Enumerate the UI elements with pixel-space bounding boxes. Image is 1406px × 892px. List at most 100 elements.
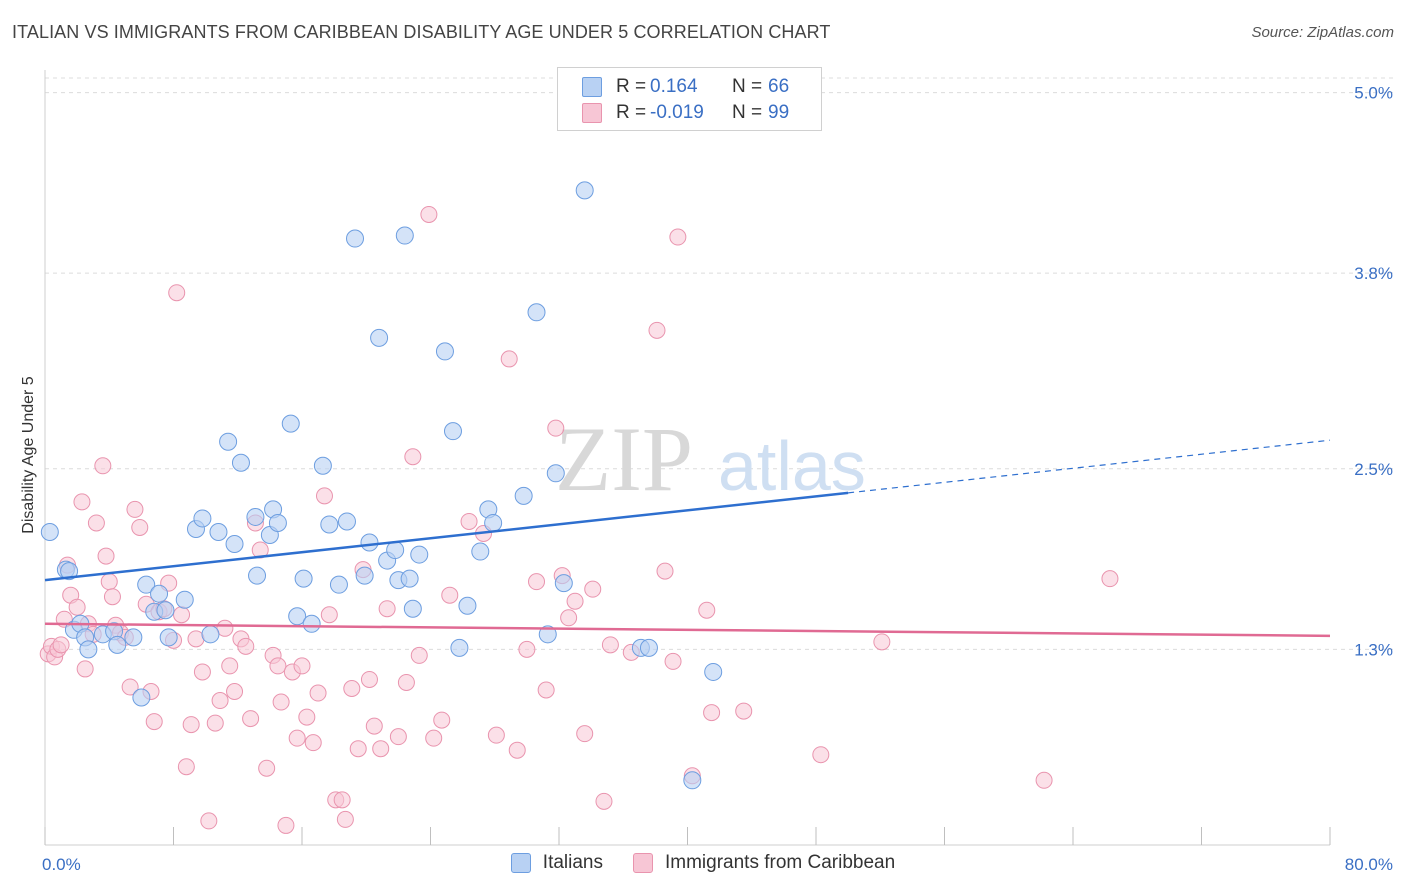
italians-point xyxy=(527,303,546,322)
caribbean-point xyxy=(76,660,94,678)
r-value: 0.164 xyxy=(650,76,698,97)
y-tick-label: 5.0% xyxy=(1354,84,1393,103)
caribbean-point xyxy=(221,657,239,675)
italians-point xyxy=(294,569,313,588)
caribbean-point xyxy=(206,714,224,732)
italians-point xyxy=(395,226,414,245)
italians-point xyxy=(150,584,169,603)
r-label: R = xyxy=(616,76,647,97)
n-label: N = xyxy=(732,76,763,97)
italians-point xyxy=(302,614,321,633)
caribbean-point xyxy=(360,670,378,688)
italians-point xyxy=(320,515,339,534)
caribbean-point xyxy=(669,228,687,246)
italians-point xyxy=(132,688,151,707)
italians-point xyxy=(246,507,265,526)
caribbean-point xyxy=(293,657,311,675)
italians-point xyxy=(281,414,300,433)
italians-point xyxy=(360,533,379,552)
grid-lines xyxy=(45,77,1395,650)
caribbean-point xyxy=(100,573,118,591)
italians-point xyxy=(346,229,365,248)
tick-labels: 1.3% 2.5% 3.8% 5.0% 0.0% 80.0% xyxy=(42,84,1393,874)
caribbean-point xyxy=(537,681,555,699)
italians-point xyxy=(450,638,469,657)
caribbean-point xyxy=(288,729,306,747)
italians-point xyxy=(124,628,143,647)
y-tick-label: 3.8% xyxy=(1354,264,1393,283)
legend-label-caribbean: Immigrants from Caribbean xyxy=(665,852,896,873)
italians-swatch xyxy=(510,853,531,873)
caribbean-points xyxy=(39,205,1119,834)
x-tick-label: 0.0% xyxy=(42,855,81,874)
caribbean-point xyxy=(698,601,716,619)
italians-swatch xyxy=(582,77,602,97)
caribbean-point xyxy=(298,708,316,726)
italians-point xyxy=(108,635,127,654)
caribbean-point xyxy=(315,487,333,505)
italians-point xyxy=(137,575,156,594)
caribbean-swatch xyxy=(582,103,602,123)
italians-points xyxy=(40,181,723,790)
watermark-atlas: atlas xyxy=(718,427,866,505)
caribbean-point xyxy=(601,636,619,654)
r-value: -0.019 xyxy=(650,102,704,123)
italians-point xyxy=(554,574,573,593)
caribbean-point xyxy=(735,702,753,720)
italians-point xyxy=(471,542,490,561)
caribbean-point xyxy=(226,683,244,701)
caribbean-point xyxy=(365,717,383,735)
caribbean-point xyxy=(103,588,121,606)
caribbean-point xyxy=(131,518,149,536)
caribbean-point xyxy=(378,600,396,618)
caribbean-point xyxy=(703,704,721,722)
caribbean-point xyxy=(168,284,186,302)
italians-point xyxy=(484,513,503,532)
caribbean-point xyxy=(500,350,518,368)
caribbean-point xyxy=(121,678,139,696)
caribbean-point xyxy=(595,792,613,810)
watermark-zip: ZIP xyxy=(555,408,693,510)
italians-point xyxy=(403,599,422,618)
italians-point xyxy=(546,464,565,483)
caribbean-point xyxy=(656,562,674,580)
caribbean-point xyxy=(397,673,415,691)
italians-point xyxy=(156,601,175,620)
legend-item-italians[interactable]: Italians xyxy=(510,852,603,874)
italians-point xyxy=(288,607,307,626)
italians-point xyxy=(209,522,228,541)
caribbean-point xyxy=(145,713,163,731)
italians-point xyxy=(337,512,356,531)
chart-title: ITALIAN VS IMMIGRANTS FROM CARIBBEAN DIS… xyxy=(12,22,831,42)
italians-point xyxy=(639,638,658,657)
italians-point xyxy=(538,625,557,644)
italians-point xyxy=(175,590,194,609)
caribbean-point xyxy=(812,746,830,764)
italians-point xyxy=(219,432,238,451)
caribbean-point xyxy=(258,759,276,777)
italians-point xyxy=(410,545,429,564)
italians-point xyxy=(268,513,287,532)
italians-point xyxy=(201,625,220,644)
caribbean-point xyxy=(547,419,565,437)
caribbean-point xyxy=(173,606,191,624)
caribbean-point xyxy=(528,573,546,591)
italians-point xyxy=(370,328,389,347)
caribbean-point xyxy=(304,734,322,752)
caribbean-point xyxy=(177,758,195,776)
caribbean-point xyxy=(518,640,536,658)
caribbean-point xyxy=(1035,771,1053,789)
caribbean-point xyxy=(242,710,260,728)
italians-point xyxy=(329,575,348,594)
caribbean-point xyxy=(873,633,891,651)
caribbean-point xyxy=(441,586,459,604)
legend-item-caribbean[interactable]: Immigrants from Caribbean xyxy=(633,852,895,874)
caribbean-point xyxy=(237,637,255,655)
caribbean-point xyxy=(349,740,367,758)
italians-point xyxy=(193,509,212,528)
caribbean-point xyxy=(372,740,390,758)
italians-point xyxy=(435,342,454,361)
source-note: Source: ZipAtlas.com xyxy=(1251,24,1394,41)
legend-row-caribbean: R = -0.019 N = 99 xyxy=(582,100,789,126)
